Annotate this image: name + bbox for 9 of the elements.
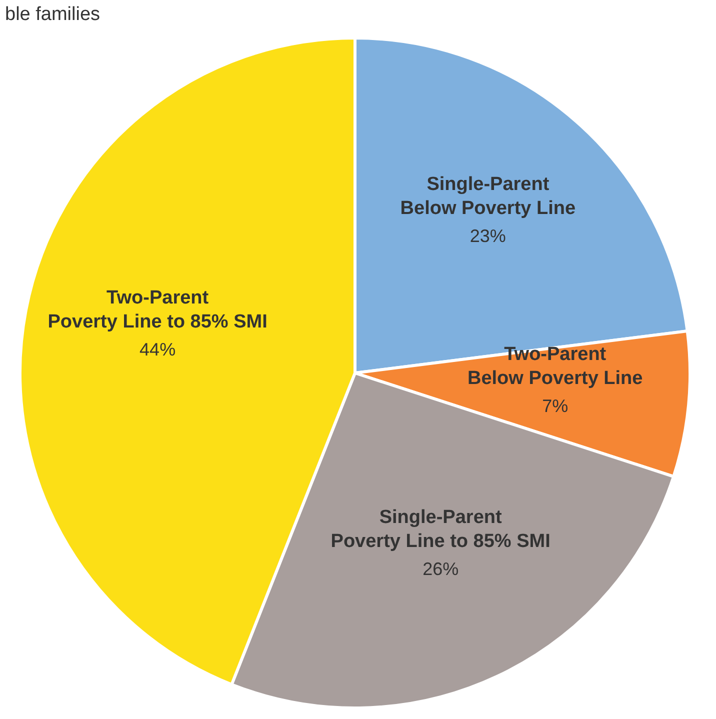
chart-title: ble families xyxy=(5,4,100,25)
data-label: 26% xyxy=(422,558,459,579)
data-label: 7% xyxy=(542,396,568,416)
slice-label: Single-Parent Poverty Line to 85% SMI xyxy=(330,506,550,552)
slice-label: Two-Parent Poverty Line to 85% SMI xyxy=(48,287,268,332)
data-label: 44% xyxy=(140,339,176,360)
slice-label: Single-Parent Below Poverty Line xyxy=(400,174,576,220)
data-label: 23% xyxy=(470,226,506,246)
slice-label: Two-Parent Below Poverty Line xyxy=(467,344,643,389)
